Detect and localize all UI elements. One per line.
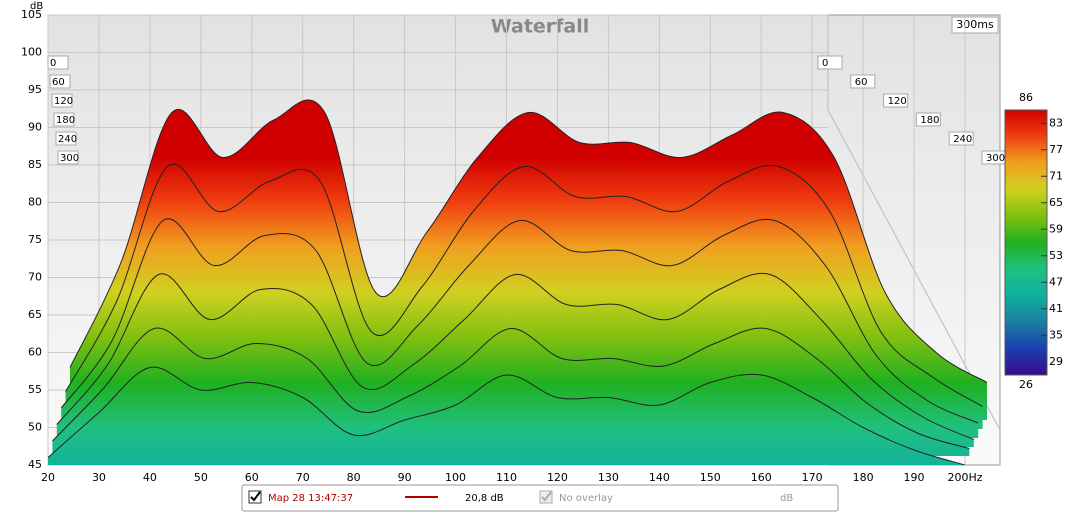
time-tick-box — [55, 131, 77, 146]
colorbar-tick-label: 59 — [1049, 222, 1063, 235]
time-box — [951, 16, 999, 34]
y-tick-label: 80 — [28, 196, 42, 209]
x-tick-label: 40 — [143, 471, 157, 484]
x-tick-label: 50 — [194, 471, 208, 484]
colorbar-fill — [1005, 110, 1047, 375]
legend-overlay[interactable]: No overlay — [559, 493, 613, 504]
time-label: 300ms — [956, 18, 994, 31]
time-tick-label: 240 — [58, 134, 77, 145]
x-tick-label: 160 — [751, 471, 772, 484]
y-tick-label: 45 — [28, 458, 42, 471]
y-tick-label: 70 — [28, 271, 42, 284]
time-tick-label: 180 — [920, 115, 939, 126]
colorbar — [1004, 109, 1048, 376]
y-tick-label: 100 — [21, 46, 42, 59]
slice-fill — [48, 367, 965, 465]
y-tick-label: 50 — [28, 421, 42, 434]
check-mark — [541, 491, 552, 502]
check-mark — [250, 491, 261, 502]
time-tick-label: 300 — [986, 153, 1005, 164]
legend-measurement[interactable]: Мар 28 13:47:37 — [268, 493, 353, 504]
slice-line — [65, 163, 983, 407]
back-wall-edge — [827, 15, 1001, 431]
time-tick-box — [51, 93, 73, 108]
x-tick-label: 170 — [802, 471, 823, 484]
y-tick-label: 105 — [21, 8, 42, 21]
time-tick-label: 120 — [888, 96, 907, 107]
colorbar-tick-label: 29 — [1049, 355, 1063, 368]
x-tick-label: 190 — [904, 471, 925, 484]
time-tick-label: 60 — [855, 77, 868, 88]
time-tick-box — [915, 112, 941, 127]
x-tick-label: 70 — [296, 471, 310, 484]
colorbar-tick-label: 41 — [1049, 302, 1063, 315]
y-tick-label: 95 — [28, 83, 42, 96]
time-tick-box — [817, 55, 843, 70]
colorbar-tick-label: 53 — [1049, 249, 1063, 262]
time-tick-label: 300 — [60, 153, 79, 164]
legend-unit: dB — [780, 493, 793, 504]
x-tick-label: 110 — [496, 471, 517, 484]
time-tick-label: 240 — [953, 134, 972, 145]
chart-title: Waterfall — [491, 16, 590, 38]
time-tick-label: 120 — [54, 96, 73, 107]
colorbar-tick-label: 83 — [1049, 116, 1063, 129]
time-tick-box — [53, 112, 75, 127]
y-tick-label: 85 — [28, 158, 42, 171]
time-tick-box — [850, 74, 876, 89]
colorbar-tick-label: 77 — [1049, 143, 1063, 156]
colorbar-tick-label: 35 — [1049, 328, 1063, 341]
y-tick-label: 75 — [28, 233, 42, 246]
time-tick-box — [57, 150, 79, 165]
time-tick-label: 60 — [52, 77, 65, 88]
x-tick-label: 100 — [445, 471, 466, 484]
time-tick-box — [883, 93, 909, 108]
colorbar-min: 26 — [1019, 378, 1033, 391]
x-tick-label: 120 — [547, 471, 568, 484]
x-tick-label: 150 — [700, 471, 721, 484]
time-tick-box — [49, 74, 71, 89]
y-tick-label: 55 — [28, 383, 42, 396]
x-tick-label: 200Hz — [947, 471, 982, 484]
x-tick-label: 20 — [41, 471, 55, 484]
slice-line — [48, 366, 966, 465]
time-tick-label: 180 — [56, 115, 75, 126]
time-tick-label: 0 — [50, 58, 56, 69]
colorbar-max: 86 — [1019, 91, 1033, 104]
time-tick-label: 0 — [822, 58, 828, 69]
x-tick-label: 30 — [92, 471, 106, 484]
slice-line — [69, 99, 988, 383]
x-tick-label: 90 — [398, 471, 412, 484]
colorbar-tick-label: 65 — [1049, 196, 1063, 209]
slice-line — [52, 327, 970, 449]
legend-level: 20,8 dB — [465, 493, 504, 504]
colorbar-tick-label: 71 — [1049, 169, 1063, 182]
x-tick-label: 130 — [598, 471, 619, 484]
time-tick-box — [948, 131, 974, 146]
slice-line — [60, 218, 979, 424]
y-tick-label: 90 — [28, 121, 42, 134]
slice-line — [56, 272, 975, 440]
x-tick-label: 140 — [649, 471, 670, 484]
x-tick-label: 180 — [853, 471, 874, 484]
x-tick-label: 60 — [245, 471, 259, 484]
y-tick-label: 65 — [28, 308, 42, 321]
y-tick-label: 60 — [28, 346, 42, 359]
colorbar-tick-label: 47 — [1049, 275, 1063, 288]
x-tick-label: 80 — [347, 471, 361, 484]
y-axis-label: dB — [30, 1, 43, 12]
time-tick-box — [47, 55, 69, 70]
